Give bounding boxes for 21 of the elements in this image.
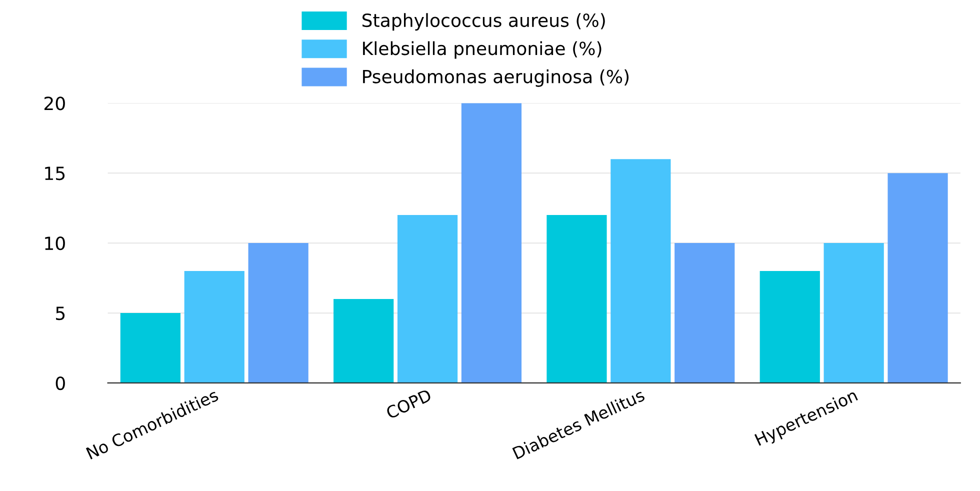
y-tick-label: 20 [44, 96, 65, 110]
bar [546, 215, 607, 383]
bar [184, 271, 244, 383]
x-tick-label: COPD [385, 388, 432, 420]
bar [674, 243, 735, 383]
legend-label: Staphylococcus aureus (%) [362, 13, 605, 31]
y-tick-label: 0 [56, 376, 65, 390]
bar [760, 271, 820, 383]
legend-label: Pseudomonas aeruginosa (%) [363, 69, 629, 87]
y-tick-label: 10 [45, 236, 65, 250]
legend-label: Klebsiella pneumoniae (%) [363, 41, 602, 59]
bar [824, 243, 884, 383]
bar [248, 243, 308, 383]
bar [461, 103, 522, 383]
bar [120, 313, 180, 383]
y-tick-label: 5 [56, 306, 65, 320]
y-tick-label: 15 [45, 166, 65, 180]
bar [888, 173, 948, 383]
bar [397, 215, 458, 383]
bar [610, 159, 671, 383]
bar [334, 299, 394, 383]
